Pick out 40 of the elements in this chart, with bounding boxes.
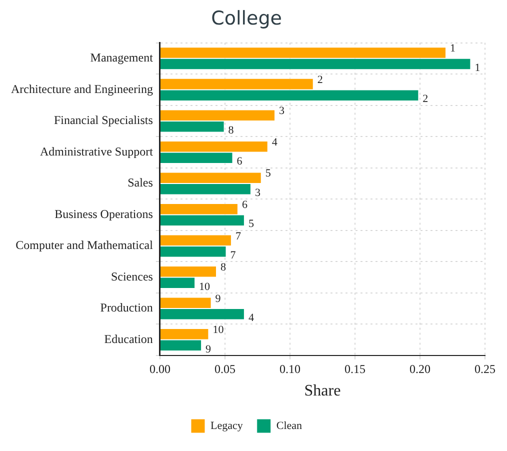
y-tick-label: Financial Specialists bbox=[54, 113, 154, 128]
annotation: 4 bbox=[272, 136, 278, 148]
annotation: 10 bbox=[212, 324, 224, 336]
annotation: 6 bbox=[242, 198, 248, 211]
annotation: 8 bbox=[220, 262, 226, 274]
annotation: 4 bbox=[248, 312, 254, 324]
x-tick-label: 0.25 bbox=[474, 362, 496, 376]
chart-title: College bbox=[211, 7, 282, 30]
annotation: 7 bbox=[235, 230, 242, 242]
y-tick-label: Business Operations bbox=[54, 206, 154, 221]
annotation: 9 bbox=[206, 343, 212, 356]
x-axis-title: Share bbox=[304, 382, 341, 400]
x-tick-label: 0.05 bbox=[214, 362, 236, 376]
y-tick-label: Administrative Support bbox=[40, 144, 154, 158]
y-tick-label: Education bbox=[104, 332, 153, 346]
annotation: 10 bbox=[199, 280, 211, 293]
annotation: 9 bbox=[215, 292, 222, 305]
x-tick-label: 0.15 bbox=[344, 362, 366, 376]
y-tick-label: Computer and Mathematical bbox=[16, 238, 154, 252]
y-tick-label: Production bbox=[100, 300, 153, 315]
annotation: 7 bbox=[230, 250, 236, 262]
annotation: 3 bbox=[254, 186, 261, 199]
annotation: 3 bbox=[279, 105, 286, 118]
annotation: 2 bbox=[317, 74, 323, 86]
y-tick-label: Sales bbox=[128, 176, 154, 190]
legend-label: Legacy bbox=[210, 420, 244, 432]
annotation: 1 bbox=[450, 42, 456, 55]
y-tick-label: Management bbox=[90, 50, 154, 65]
annotation: 2 bbox=[422, 93, 428, 106]
annotation: 8 bbox=[228, 124, 234, 136]
annotation: 1 bbox=[474, 62, 480, 74]
legend-label: Clean bbox=[276, 420, 303, 432]
y-tick-label: Architecture and Engineering bbox=[11, 82, 153, 96]
annotation: 5 bbox=[265, 168, 272, 180]
annotation: 5 bbox=[248, 218, 254, 230]
annotation: 6 bbox=[236, 156, 243, 168]
y-tick-label: Sciences bbox=[110, 269, 154, 284]
x-tick-label: 0.20 bbox=[409, 362, 430, 376]
x-tick-label: 0.10 bbox=[279, 362, 300, 376]
x-tick-label: 0.00 bbox=[149, 362, 170, 376]
